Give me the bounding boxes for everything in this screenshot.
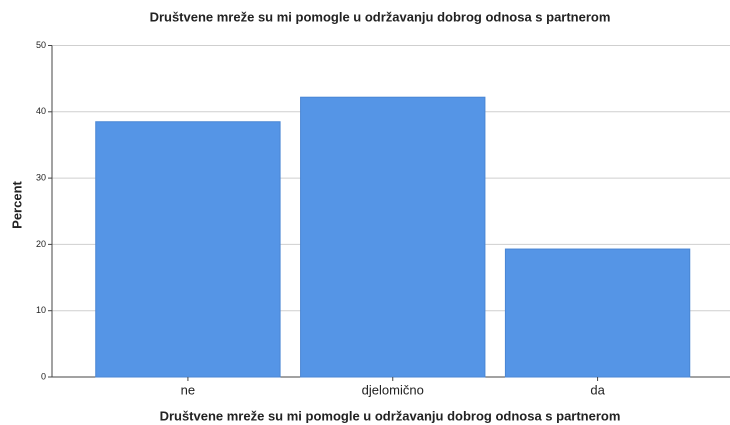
- y-tick-label: 0: [41, 371, 46, 381]
- y-tick-label: 10: [36, 305, 46, 315]
- y-tick-label: 50: [36, 40, 46, 50]
- y-tick-label: 30: [36, 172, 46, 182]
- x-tick-label: djelomično: [362, 382, 424, 397]
- bar: [300, 96, 486, 378]
- y-tick-label: 20: [36, 239, 46, 249]
- chart-title: Društvene mreže su mi pomogle u održavan…: [150, 9, 611, 24]
- bar: [95, 121, 281, 378]
- x-tick-label: ne: [181, 382, 195, 397]
- x-tick-label: da: [590, 382, 605, 397]
- bar: [504, 248, 691, 378]
- x-axis-label: Društvene mreže su mi pomogle u održavan…: [160, 408, 621, 423]
- y-axis-label: Percent: [9, 180, 24, 228]
- y-tick-label: 40: [36, 106, 46, 116]
